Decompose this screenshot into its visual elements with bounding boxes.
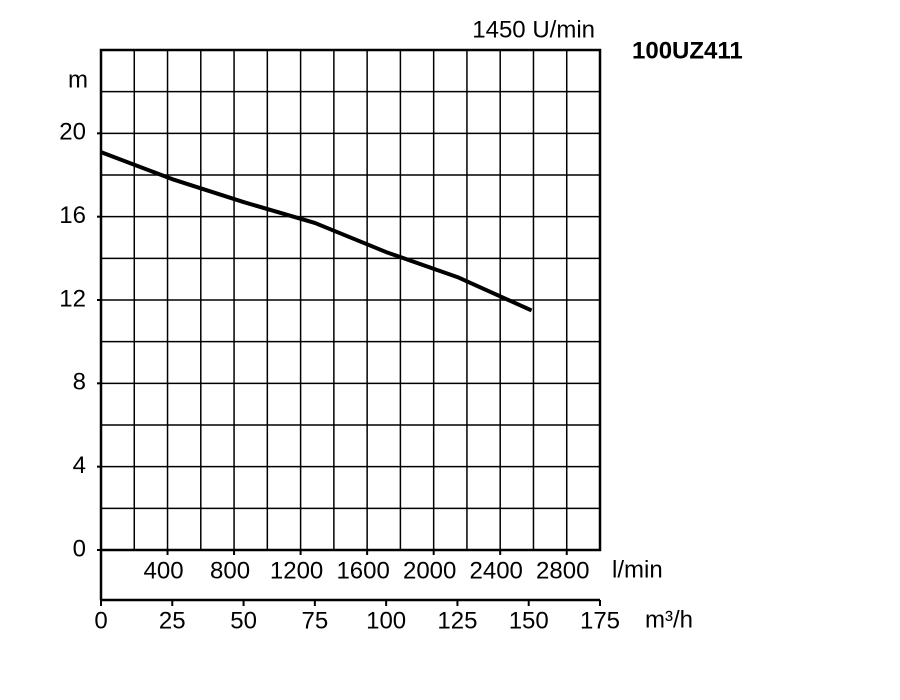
y-tick-label: 0 xyxy=(73,535,86,562)
y-tick-label: 4 xyxy=(73,452,86,479)
x-tick-label: 25 xyxy=(159,607,186,634)
x-tick-label: 150 xyxy=(509,607,549,634)
x2-tick-label: 2800 xyxy=(536,557,589,584)
x-tick-label: 100 xyxy=(366,607,406,634)
y-tick-label: 8 xyxy=(73,369,86,396)
x-axis-label: m³/h xyxy=(645,606,693,633)
x2-tick-label: 1200 xyxy=(270,557,323,584)
x2-axis-label: l/min xyxy=(612,556,663,583)
curve xyxy=(100,150,533,313)
x2-tick-label: 400 xyxy=(144,557,184,584)
x2-tick-label: 800 xyxy=(210,557,250,584)
y-tick-label: 20 xyxy=(59,119,86,146)
x-tick-label: 175 xyxy=(580,607,620,634)
x-tick-label: 125 xyxy=(437,607,477,634)
x-tick-label: 50 xyxy=(230,607,257,634)
y-axis-label: m xyxy=(68,66,88,93)
chart-subtitle: 1450 U/min xyxy=(472,16,595,43)
x2-tick-label: 2000 xyxy=(403,557,456,584)
x2-tick-label: 1600 xyxy=(336,557,389,584)
x-tick-label: 0 xyxy=(94,607,107,634)
x2-tick-label: 2400 xyxy=(470,557,523,584)
chart-title: 100UZ411 xyxy=(632,37,743,64)
y-tick-label: 12 xyxy=(59,285,86,312)
x-tick-label: 75 xyxy=(302,607,329,634)
y-tick-label: 16 xyxy=(59,202,86,229)
